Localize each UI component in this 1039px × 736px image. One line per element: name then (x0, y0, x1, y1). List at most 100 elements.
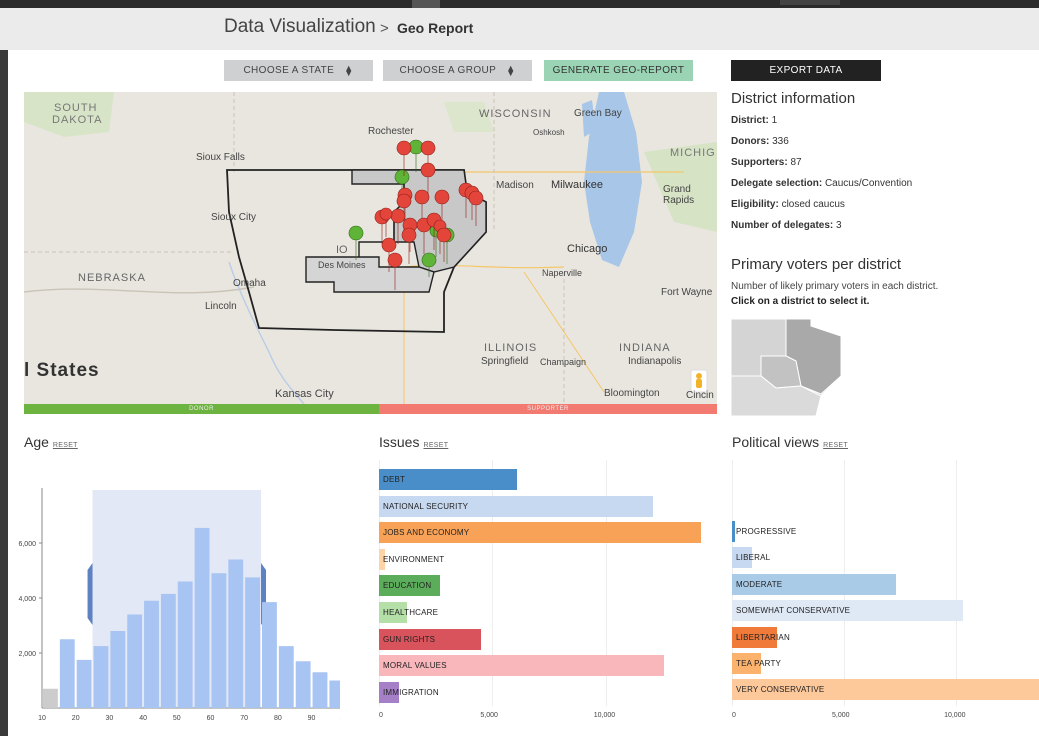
age-y-tick-label: 6,000 (18, 541, 36, 548)
political-chart[interactable]: 0 5,000 10,000 PROGRESSIVE LIBERAL MODERATE SO… (732, 460, 1039, 736)
age-bar (329, 680, 340, 708)
age-bar (110, 631, 126, 708)
political-bar-label: LIBERAL (736, 553, 771, 563)
gridline (605, 460, 607, 706)
state-select-label: CHOOSE A STATE (243, 65, 335, 76)
gridline (492, 460, 494, 706)
generate-report-button[interactable]: GENERATE GEO-REPORT (544, 60, 693, 81)
district-mini-map[interactable] (731, 316, 841, 416)
issue-bar[interactable] (379, 628, 482, 650)
map-label: Fort Wayne (661, 287, 713, 298)
sort-caret-icon: ▲ ▼ (506, 62, 516, 78)
age-bar (177, 581, 193, 708)
map-label: Naperville (542, 268, 583, 278)
map-label: DAKOTA (52, 114, 103, 126)
age-bar (211, 573, 227, 708)
donors-row: Donors: 336 (731, 136, 789, 147)
export-data-button[interactable]: EXPORT DATA (731, 60, 881, 81)
legend-supporter: SUPPORTER (379, 404, 717, 414)
map-label: SOUTH (54, 102, 98, 114)
political-bar[interactable] (732, 626, 777, 648)
issue-bar[interactable] (379, 655, 664, 677)
state-select[interactable]: CHOOSE A STATE ▲ ▼ (224, 60, 373, 81)
political-bar[interactable] (732, 679, 1039, 701)
issue-bar[interactable] (379, 575, 441, 597)
map-label: ILLINOIS (484, 342, 538, 354)
map-pins (348, 139, 708, 393)
map-label: l States (24, 360, 100, 381)
top-strip (0, 0, 1039, 8)
gridline (956, 460, 958, 706)
issue-bar[interactable] (379, 469, 518, 490)
age-bar (228, 559, 244, 708)
political-bar-label: VERY CONSERVATIVE (736, 685, 825, 695)
age-reset-link[interactable]: RESET (52, 442, 78, 449)
issue-bar-label: GUN RIGHTS (383, 634, 436, 644)
age-brush-handle-left[interactable] (87, 563, 93, 625)
age-histogram[interactable]: 2,000 4,000 6,000 10 20 30 40 50 60 70 80 90 100 (10, 480, 340, 730)
political-bar[interactable] (732, 573, 896, 595)
issue-bar-label: JOBS AND ECONOMY (383, 528, 470, 538)
x-tick-label: 0 (732, 712, 736, 719)
age-title: Age RESET (24, 434, 78, 450)
breadcrumb-root[interactable]: Data Visualization (224, 16, 376, 37)
age-y-tick-label: 2,000 (18, 651, 36, 658)
political-bar[interactable] (732, 521, 736, 542)
age-bar (160, 593, 176, 708)
district-row: District: 1 (731, 115, 778, 126)
age-bar (245, 577, 261, 708)
map-label: IO (336, 244, 348, 256)
age-x-tick-label: 50 (173, 715, 181, 722)
age-x-tick-label: 70 (240, 715, 248, 722)
eligibility-row: Eligibility: closed caucus (731, 199, 845, 210)
map-label: Cincin (686, 390, 714, 401)
political-bar[interactable] (732, 653, 762, 674)
breadcrumb: Data Visualization > Geo Report (0, 8, 1039, 50)
age-y-tick-label: 4,000 (18, 596, 36, 603)
x-tick-label: 5,000 (832, 712, 850, 719)
map-label: Madison (496, 180, 534, 191)
age-x-tick-label: 10 (38, 715, 46, 722)
geo-map[interactable]: SOUTH DAKOTA WISCONSIN Green Bay Oshkosh… (24, 92, 717, 404)
age-bar (93, 646, 109, 708)
map-label: Lincoln (205, 301, 237, 312)
district-info-title: District information (731, 90, 856, 107)
breadcrumb-separator: > (380, 20, 389, 37)
age-bar (127, 614, 143, 708)
map-label: Green Bay (574, 108, 622, 119)
legend-donor: DONOR (24, 404, 379, 414)
x-tick-label: 5,000 (480, 712, 498, 719)
primary-voters-hint: Click on a district to select it. (731, 296, 870, 307)
primary-voters-desc: Number of likely primary voters in each … (731, 281, 939, 292)
political-reset-link[interactable]: RESET (823, 442, 848, 449)
supporters-row: Supporters: 87 (731, 157, 802, 168)
issues-reset-link[interactable]: RESET (423, 442, 449, 449)
issue-bar-label: IMMIGRATION (383, 687, 439, 697)
issue-bar[interactable] (379, 548, 385, 570)
issues-chart[interactable]: 0 5,000 10,000 DEBT NATIONAL SECURITY JOBS AN… (379, 460, 719, 736)
issue-bar[interactable] (379, 495, 654, 517)
map-label: Omaha (233, 278, 266, 289)
political-bar[interactable] (732, 600, 963, 622)
x-tick-label: 0 (379, 712, 383, 719)
age-x-tick-label: 100 (339, 715, 340, 722)
age-x-tick-label: 20 (72, 715, 80, 722)
issue-bar-label: MORAL VALUES (383, 661, 447, 671)
map-label: Bloomington (604, 388, 660, 399)
political-bar-label: LIBERTARIAN (736, 632, 790, 642)
map-label: Milwaukee (551, 179, 603, 191)
map-label: Kansas City (275, 388, 334, 400)
donor-pin (348, 139, 455, 278)
map-label: Champaign (540, 357, 587, 367)
political-bar[interactable] (732, 547, 753, 569)
age-bar (295, 661, 311, 708)
group-select[interactable]: CHOOSE A GROUP ▲ ▼ (383, 60, 532, 81)
political-bar-label: TEA PARTY (736, 659, 782, 668)
supporter-pin (374, 140, 484, 291)
age-x-tick-label: 30 (105, 715, 113, 722)
age-bar (262, 602, 277, 708)
issue-bar[interactable] (379, 522, 701, 544)
delegates-row: Number of delegates: 3 (731, 220, 842, 231)
issue-bar[interactable] (379, 681, 400, 703)
issue-bar[interactable] (379, 602, 408, 623)
